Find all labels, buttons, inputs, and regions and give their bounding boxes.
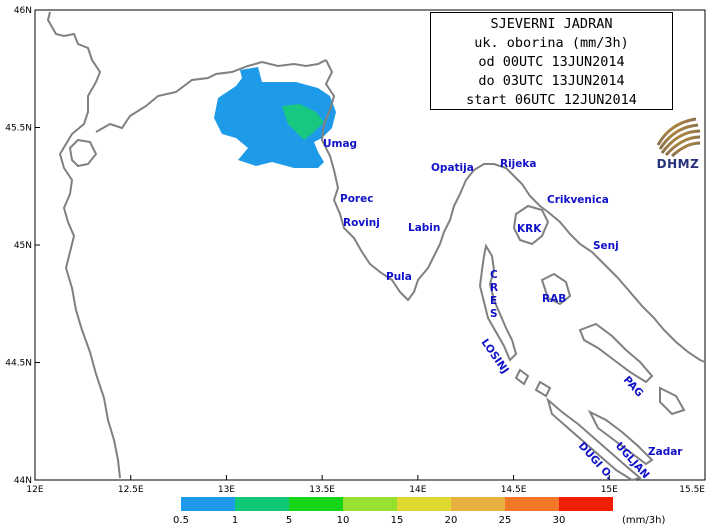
svg-text:C: C — [490, 269, 498, 281]
island-pag — [578, 322, 654, 384]
lat-tick-label: 45.5N — [5, 124, 32, 134]
lon-tick-label: 12E — [26, 485, 43, 495]
colorbar: 0.5 1 5 10 15 20 25 30 (mm/3h) — [173, 497, 665, 526]
title-line-to: do 03UTC 13JUN2014 — [478, 73, 625, 89]
dhmz-logo-text: DHMZ — [656, 157, 700, 171]
label-senj: Senj — [593, 240, 619, 252]
colorbar-swatch — [289, 497, 343, 511]
svg-text:S: S — [490, 308, 498, 320]
lat-tick-label: 45N — [14, 241, 32, 251]
colorbar-level-label: 0.5 — [173, 515, 189, 526]
label-cres: C R E S — [490, 269, 498, 320]
precip-area-moderate — [282, 104, 324, 140]
colorbar-level-label: 20 — [445, 515, 458, 526]
island-dugi-otok — [546, 397, 643, 482]
precip-area-light — [214, 67, 336, 168]
lon-tick-label: 14E — [409, 485, 426, 495]
colorbar-unit: (mm/3h) — [622, 515, 665, 526]
label-rijeka: Rijeka — [500, 158, 536, 170]
colorbar-level-label: 5 — [286, 515, 292, 526]
colorbar-swatch — [451, 497, 505, 511]
coastline-italy — [46, 11, 121, 479]
lon-tick-label: 13.5E — [309, 485, 335, 495]
colorbar-swatch — [397, 497, 451, 511]
colorbar-level-label: 10 — [337, 515, 350, 526]
dhmz-logo-icon — [656, 117, 701, 158]
lon-tick-label: 14.5E — [501, 485, 527, 495]
lat-tick-label: 44.5N — [5, 359, 32, 369]
colorbar-level-label: 1 — [232, 515, 238, 526]
lat-tick-label: 46N — [14, 6, 32, 16]
colorbar-swatch — [559, 497, 613, 511]
colorbar-swatch — [181, 497, 235, 511]
svg-text:E: E — [490, 295, 497, 307]
coastline-istria-kvarner — [320, 59, 706, 363]
label-krk: KRK — [517, 223, 542, 235]
label-rovinj: Rovinj — [343, 217, 380, 229]
island-rab — [540, 272, 572, 306]
lon-tick-label: 15.5E — [679, 485, 705, 495]
island-small-1 — [514, 368, 530, 386]
label-labin: Labin — [408, 222, 440, 234]
colorbar-swatch — [235, 497, 289, 511]
label-pula: Pula — [386, 271, 412, 283]
lon-tick-label: 13E — [218, 485, 235, 495]
label-zadar: Zadar — [648, 446, 683, 458]
svg-text:R: R — [490, 282, 498, 294]
title-line-variable: uk. oborina (mm/3h) — [474, 35, 629, 51]
lon-tick-label: 15E — [601, 485, 618, 495]
title-line-region: SJEVERNI JADRAN — [490, 16, 613, 32]
label-opatija: Opatija — [431, 162, 474, 174]
island-cres-losinj — [478, 243, 518, 362]
label-umag: Umag — [323, 138, 357, 150]
label-crikvenica: Crikvenica — [547, 194, 609, 206]
title-line-start: start 06UTC 12JUN2014 — [466, 92, 637, 108]
lat-tick-label: 44N — [14, 476, 32, 486]
colorbar-level-label: 30 — [553, 515, 566, 526]
colorbar-level-label: 25 — [499, 515, 512, 526]
colorbar-level-label: 15 — [391, 515, 404, 526]
island-krk — [512, 204, 550, 246]
coastline-north — [95, 59, 327, 133]
colorbar-swatch — [505, 497, 559, 511]
lon-tick-label: 12.5E — [118, 485, 144, 495]
lagoon-outline — [68, 138, 98, 168]
colorbar-swatch — [343, 497, 397, 511]
title-line-from: od 00UTC 13JUN2014 — [478, 54, 625, 70]
island-ugljan — [587, 409, 654, 466]
island-small-2 — [534, 380, 552, 398]
island-small-3 — [659, 386, 686, 416]
label-porec: Porec — [340, 193, 373, 205]
label-rab: RAB — [542, 293, 566, 305]
map-title-box: SJEVERNI JADRAN uk. oborina (mm/3h) od 0… — [430, 12, 673, 110]
dhmz-logo: DHMZ — [650, 115, 706, 177]
